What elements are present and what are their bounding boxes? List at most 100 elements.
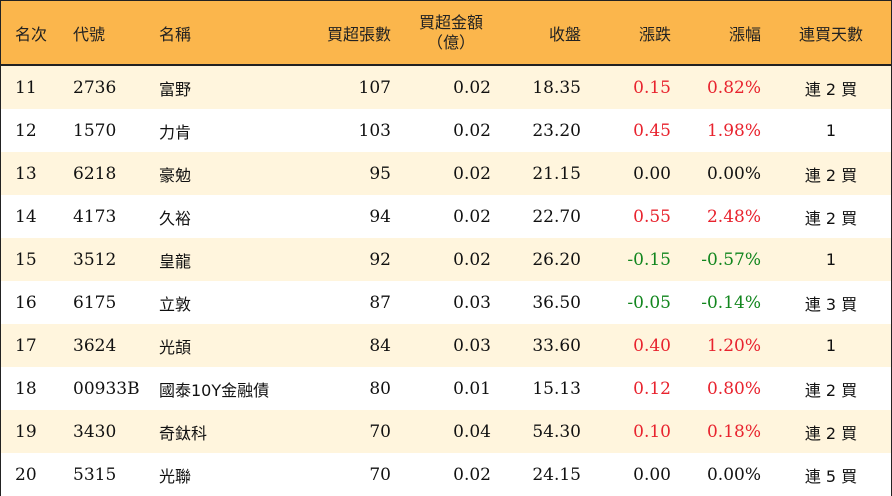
table-row: 20 5315 光聯 70 0.02 24.15 0.00 0.00% 連 5 買 xyxy=(1,453,891,496)
header-net-buy-amount: 買超金額 （億） xyxy=(406,1,496,64)
cell-change: 0.10 xyxy=(633,421,671,442)
cell-change: 0.45 xyxy=(633,120,671,141)
cell-amount: 0.01 xyxy=(453,378,491,399)
table-row: 16 6175 立敦 87 0.03 36.50 -0.05 -0.14% 連 3 買 xyxy=(1,281,891,324)
cell-change-pct: 1.20% xyxy=(706,335,761,356)
cell-amount: 0.02 xyxy=(453,249,491,270)
cell-name: 力肯 xyxy=(159,122,192,142)
cell-name: 久裕 xyxy=(159,208,192,228)
cell-streak: 連 2 買 xyxy=(804,423,858,443)
cell-name: 立敦 xyxy=(159,294,192,314)
cell-change: 0.40 xyxy=(633,335,671,356)
table-row: 17 3624 光頡 84 0.03 33.60 0.40 1.20% 1 xyxy=(1,324,891,367)
cell-close: 21.15 xyxy=(532,163,581,184)
cell-amount: 0.02 xyxy=(453,464,491,485)
cell-close: 22.70 xyxy=(532,206,581,227)
cell-streak: 1 xyxy=(825,121,837,140)
cell-rank: 11 xyxy=(15,77,37,98)
header-amount-line2: （億） xyxy=(426,32,475,52)
cell-lots: 107 xyxy=(358,77,391,98)
cell-rank: 13 xyxy=(15,163,37,184)
header-buy-streak: 連買天數 xyxy=(798,24,863,44)
cell-streak: 連 3 買 xyxy=(804,294,858,314)
cell-rank: 12 xyxy=(15,120,37,141)
cell-change-pct: 1.98% xyxy=(706,120,761,141)
cell-code: 6175 xyxy=(73,292,117,313)
table-row: 18 00933B 國泰10Y金融債 80 0.01 15.13 0.12 0.80% 連 2 … xyxy=(1,367,891,410)
cell-change-pct: 2.48% xyxy=(706,206,761,227)
cell-close: 54.30 xyxy=(532,421,581,442)
cell-name: 國泰10Y金融債 xyxy=(159,380,270,400)
table-header: 名次 代號 名稱 買超張數 買超金額 （億） 收盤 漲跌 漲幅 連買天數 xyxy=(1,1,891,66)
cell-code: 3624 xyxy=(73,335,117,356)
cell-close: 36.50 xyxy=(532,292,581,313)
cell-name: 光聯 xyxy=(159,466,192,486)
table-row: 19 3430 奇鈦科 70 0.04 54.30 0.10 0.18% 連 2 買 xyxy=(1,410,891,453)
header-amount-line1: 買超金額 xyxy=(418,12,483,32)
cell-streak: 連 2 買 xyxy=(804,79,858,99)
cell-amount: 0.02 xyxy=(453,163,491,184)
cell-code: 4173 xyxy=(73,206,117,227)
cell-lots: 84 xyxy=(369,335,391,356)
cell-change: -0.15 xyxy=(627,249,671,270)
cell-lots: 70 xyxy=(369,421,391,442)
header-change-pct: 漲幅 xyxy=(728,24,761,44)
cell-lots: 87 xyxy=(369,292,391,313)
cell-streak: 連 2 買 xyxy=(804,208,858,228)
cell-rank: 20 xyxy=(15,464,37,485)
cell-amount: 0.04 xyxy=(453,421,491,442)
cell-amount: 0.02 xyxy=(453,77,491,98)
cell-name: 奇鈦科 xyxy=(159,423,208,443)
cell-close: 18.35 xyxy=(532,77,581,98)
cell-code: 1570 xyxy=(73,120,117,141)
cell-rank: 17 xyxy=(15,335,37,356)
cell-streak: 連 5 買 xyxy=(804,466,858,486)
cell-lots: 80 xyxy=(369,378,391,399)
cell-change: 0.55 xyxy=(633,206,671,227)
cell-streak: 連 2 買 xyxy=(804,380,858,400)
table-row: 11 2736 富野 107 0.02 18.35 0.15 0.82% 連 2 買 xyxy=(1,66,891,109)
cell-change: -0.05 xyxy=(627,292,671,313)
cell-code: 00933B xyxy=(73,378,140,399)
cell-name: 皇龍 xyxy=(159,251,192,271)
cell-code: 3430 xyxy=(73,421,117,442)
cell-code: 3512 xyxy=(73,249,117,270)
header-name: 名稱 xyxy=(159,24,192,44)
cell-change: 0.15 xyxy=(633,77,671,98)
cell-close: 24.15 xyxy=(532,464,581,485)
cell-change: 0.12 xyxy=(633,378,671,399)
cell-rank: 19 xyxy=(15,421,37,442)
cell-name: 富野 xyxy=(159,79,192,99)
cell-name: 豪勉 xyxy=(159,165,192,185)
cell-amount: 0.03 xyxy=(453,292,491,313)
cell-name: 光頡 xyxy=(159,337,192,357)
table-row: 13 6218 豪勉 95 0.02 21.15 0.00 0.00% 連 2 買 xyxy=(1,152,891,195)
cell-close: 33.60 xyxy=(532,335,581,356)
cell-rank: 15 xyxy=(15,249,37,270)
table-row: 14 4173 久裕 94 0.02 22.70 0.55 2.48% 連 2 買 xyxy=(1,195,891,238)
cell-amount: 0.02 xyxy=(453,206,491,227)
cell-change-pct: 0.00% xyxy=(706,163,761,184)
cell-close: 23.20 xyxy=(532,120,581,141)
table-row: 12 1570 力肯 103 0.02 23.20 0.45 1.98% 1 xyxy=(1,109,891,152)
cell-streak: 1 xyxy=(825,250,837,269)
cell-change-pct: -0.14% xyxy=(701,292,761,313)
cell-streak: 1 xyxy=(825,336,837,355)
cell-change-pct: 0.00% xyxy=(706,464,761,485)
cell-change-pct: 0.80% xyxy=(706,378,761,399)
cell-code: 6218 xyxy=(73,163,117,184)
cell-lots: 70 xyxy=(369,464,391,485)
cell-rank: 14 xyxy=(15,206,37,227)
cell-change-pct: -0.57% xyxy=(701,249,761,270)
cell-code: 5315 xyxy=(73,464,117,485)
header-net-buy-lots: 買超張數 xyxy=(326,24,391,44)
cell-amount: 0.02 xyxy=(453,120,491,141)
cell-lots: 94 xyxy=(369,206,391,227)
header-rank: 名次 xyxy=(15,24,48,44)
cell-rank: 16 xyxy=(15,292,37,313)
cell-lots: 103 xyxy=(358,120,391,141)
cell-lots: 95 xyxy=(369,163,391,184)
table-row: 15 3512 皇龍 92 0.02 26.20 -0.15 -0.57% 1 xyxy=(1,238,891,281)
cell-lots: 92 xyxy=(369,249,391,270)
